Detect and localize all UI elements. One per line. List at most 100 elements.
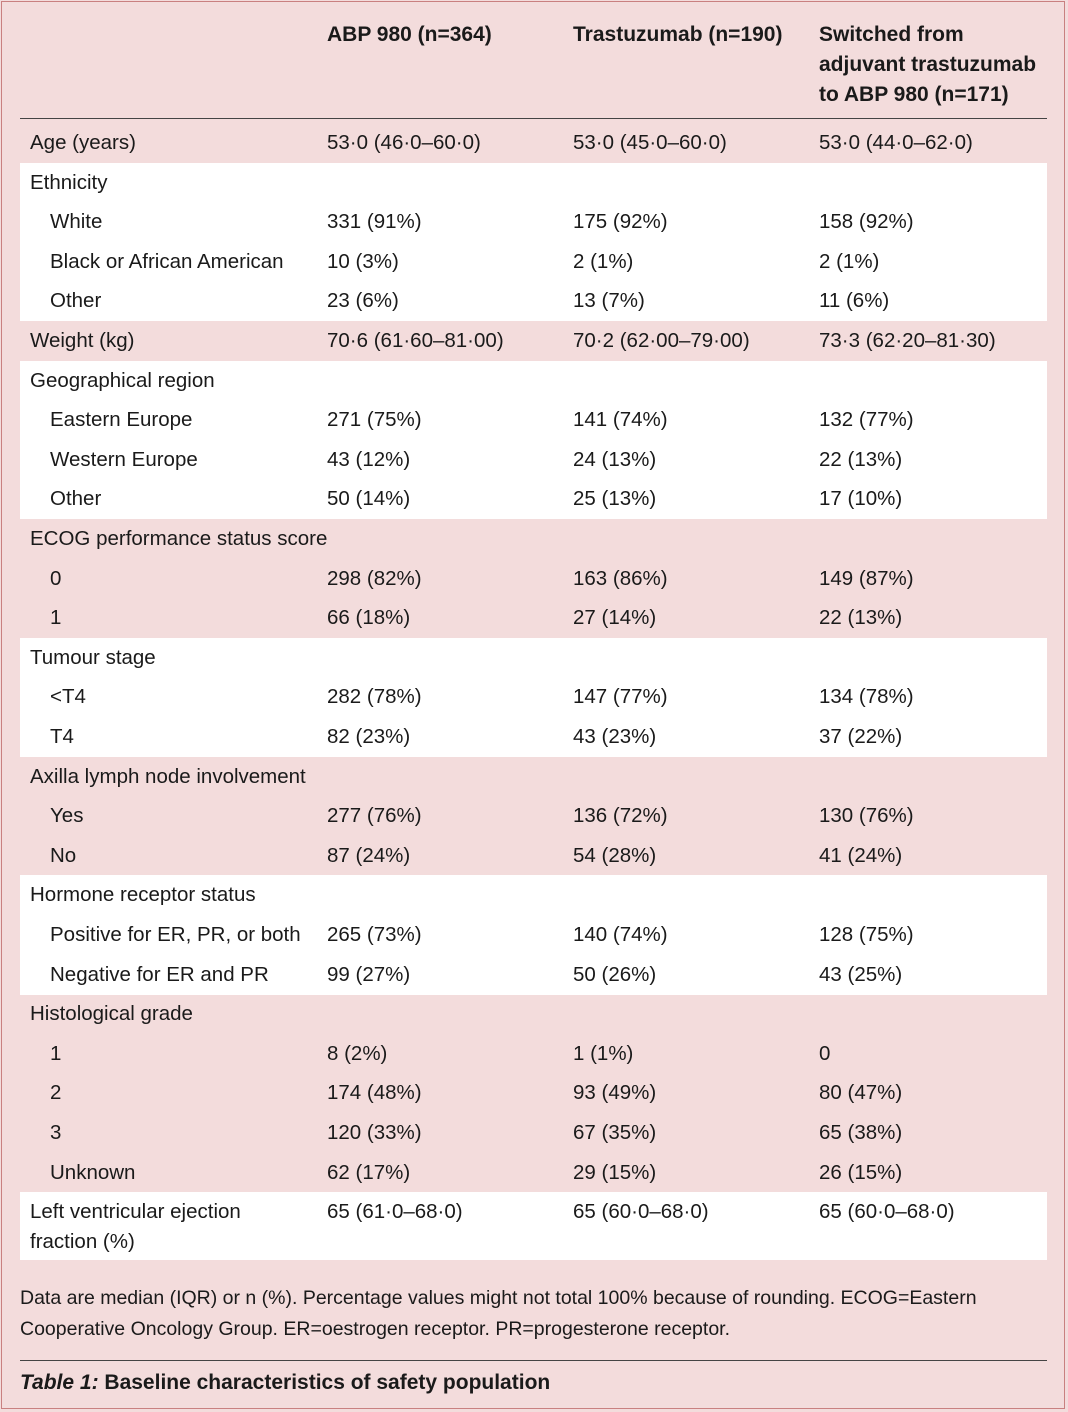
- cell-switched: 134 (78%): [819, 685, 914, 709]
- cell-trastuzumab: 140 (74%): [573, 923, 668, 946]
- cell-trastuzumab: 27 (14%): [573, 606, 657, 630]
- cell-abp980: 23 (6%): [327, 289, 399, 313]
- cell-abp980: 50 (14%): [327, 487, 411, 511]
- cell-switched: 53·0 (44·0–62·0): [819, 131, 973, 154]
- table-row: Eastern Europe 271 (75%) 141 (74%) 132 (77%…: [20, 400, 1047, 441]
- table-row: Age (years) 53·0 (46·0–60·0) 53·0 (45·0–60…: [20, 123, 1047, 163]
- row-label: Histological grade: [30, 1002, 193, 1026]
- row-label: Positive for ER, PR, or both: [50, 923, 301, 946]
- row-label: Age (years): [30, 131, 136, 154]
- table-row: 2 174 (48%) 93 (49%) 80 (47%): [20, 1073, 1047, 1113]
- cell-trastuzumab: 163 (86%): [573, 566, 668, 590]
- table-row: Histological grade: [20, 994, 1047, 1034]
- header-line: Switched from: [819, 23, 964, 46]
- cell-trastuzumab: 175 (92%): [573, 210, 668, 234]
- cell-switched: 132 (77%): [819, 408, 914, 432]
- header-line: ABP 980 (n=364): [327, 23, 492, 46]
- row-label: White: [50, 210, 103, 234]
- cell-switched: 80 (47%): [819, 1081, 903, 1105]
- table-row: Hormone receptor status: [20, 875, 1047, 916]
- column-header-trastuzumab: Trastuzumab (n=190): [573, 20, 782, 50]
- row-label: 3: [50, 1121, 62, 1144]
- cell-trastuzumab: 13 (7%): [573, 289, 645, 313]
- table-row: Unknown 62 (17%) 29 (15%) 26 (15%): [20, 1153, 1047, 1193]
- row-label: Tumour stage: [30, 645, 156, 669]
- cell-switched: 43 (25%): [819, 962, 903, 986]
- cell-trastuzumab: 29 (15%): [573, 1160, 657, 1184]
- header-line: to ABP 980 (n=171): [819, 83, 1009, 106]
- table-row: Negative for ER and PR 99 (27%) 50 (26%) 43…: [20, 954, 1047, 995]
- column-header-switched: Switched from adjuvant trastuzumab to AB…: [819, 20, 1036, 110]
- table-row: Positive for ER, PR, or both 265 (73%) 140…: [20, 915, 1047, 955]
- row-label: Weight (kg): [30, 329, 135, 352]
- caption-text: Baseline characteristics of safety popul…: [98, 1371, 551, 1394]
- row-label: 2: [50, 1081, 62, 1105]
- row-label: Hormone receptor status: [30, 883, 256, 907]
- cell-abp980: 174 (48%): [327, 1081, 422, 1105]
- row-label: 1: [50, 606, 62, 630]
- table-row: Black or African American 10 (3%) 2 (1%) 2 …: [20, 241, 1047, 282]
- table-header: ABP 980 (n=364) Trastuzumab (n=190) Swit…: [20, 20, 1047, 119]
- cell-abp980: 65 (61·0–68·0): [327, 1200, 463, 1224]
- table-row: Left ventricular ejection fraction (%) 65 …: [20, 1192, 1047, 1261]
- table-row: 1 66 (18%) 27 (14%) 22 (13%): [20, 598, 1047, 638]
- column-header-abp980: ABP 980 (n=364): [327, 20, 492, 50]
- cell-switched: 0: [819, 1041, 831, 1065]
- row-label: Negative for ER and PR: [50, 962, 269, 986]
- cell-abp980: 99 (27%): [327, 962, 411, 986]
- header-line: Trastuzumab (n=190): [573, 23, 783, 46]
- row-label: Other: [50, 487, 102, 511]
- cell-switched: 41 (24%): [819, 843, 903, 867]
- table-row: Other 23 (6%) 13 (7%) 11 (6%): [20, 281, 1047, 322]
- cell-trastuzumab: 54 (28%): [573, 843, 657, 867]
- row-label: Western Europe: [50, 447, 198, 471]
- cell-trastuzumab: 50 (26%): [573, 962, 657, 986]
- cell-trastuzumab: 147 (77%): [573, 685, 668, 709]
- table-row: Ethnicity: [20, 162, 1047, 203]
- cell-abp980: 53·0 (46·0–60·0): [327, 131, 481, 154]
- caption-label: Table 1:: [20, 1371, 99, 1394]
- table-row: Geographical region: [20, 360, 1047, 401]
- table-row: Other 50 (14%) 25 (13%) 17 (10%): [20, 479, 1047, 520]
- row-label: No: [50, 843, 77, 867]
- row-label: ECOG performance status score: [30, 527, 328, 550]
- row-label: Ethnicity: [30, 170, 108, 194]
- cell-switched: 158 (92%): [819, 210, 914, 234]
- row-label: Yes: [50, 804, 84, 828]
- cell-trastuzumab: 25 (13%): [573, 487, 657, 511]
- table-row: ECOG performance status score: [20, 519, 1047, 559]
- cell-trastuzumab: 43 (23%): [573, 725, 657, 748]
- row-label: Black or African American: [50, 249, 284, 273]
- cell-trastuzumab: 67 (35%): [573, 1121, 657, 1144]
- cell-trastuzumab: 65 (60·0–68·0): [573, 1200, 709, 1224]
- cell-switched: 65 (38%): [819, 1121, 903, 1144]
- row-label: Other: [50, 289, 102, 313]
- cell-abp980: 120 (33%): [327, 1121, 422, 1144]
- row-label: 1: [50, 1041, 62, 1065]
- row-label: Axilla lymph node involvement: [30, 764, 306, 788]
- cell-trastuzumab: 24 (13%): [573, 447, 657, 471]
- table-row: 3 120 (33%) 67 (35%) 65 (38%): [20, 1113, 1047, 1153]
- cell-switched: 11 (6%): [819, 289, 890, 313]
- table-row: No 87 (24%) 54 (28%) 41 (24%): [20, 836, 1047, 876]
- cell-abp980: 298 (82%): [327, 566, 422, 590]
- row-label: Unknown: [50, 1160, 136, 1184]
- row-label: T4: [50, 725, 74, 748]
- cell-switched: 22 (13%): [819, 606, 903, 630]
- cell-switched: 130 (76%): [819, 804, 914, 828]
- table-row: Western Europe 43 (12%) 24 (13%) 22 (13%): [20, 439, 1047, 480]
- cell-trastuzumab: 53·0 (45·0–60·0): [573, 131, 727, 154]
- cell-switched: 26 (15%): [819, 1160, 903, 1184]
- cell-abp980: 70·6 (61·60–81·00): [327, 329, 504, 352]
- cell-switched: 149 (87%): [819, 566, 914, 590]
- cell-abp980: 331 (91%): [327, 210, 422, 234]
- table-row: Tumour stage: [20, 637, 1047, 678]
- header-line: adjuvant trastuzumab: [819, 53, 1037, 76]
- cell-abp980: 43 (12%): [327, 447, 411, 471]
- table-caption: Table 1: Baseline characteristics of saf…: [20, 1360, 1047, 1405]
- cell-abp980: 8 (2%): [327, 1041, 388, 1065]
- table-row: T4 82 (23%) 43 (23%) 37 (22%): [20, 717, 1047, 757]
- table-row: 0 298 (82%) 163 (86%) 149 (87%): [20, 559, 1047, 599]
- cell-abp980: 66 (18%): [327, 606, 411, 630]
